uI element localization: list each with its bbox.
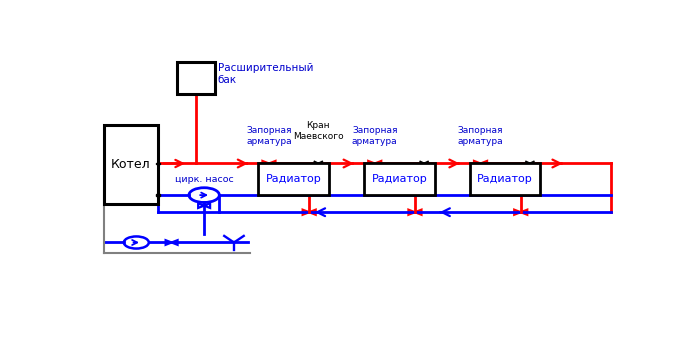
Bar (258, 163, 329, 195)
Text: Запорная
арматура: Запорная арматура (458, 126, 503, 146)
Bar (156, 162, 160, 165)
Text: Радиатор: Радиатор (477, 174, 533, 184)
Text: цирк. насос: цирк. насос (175, 175, 234, 184)
Text: Кран
Маевского: Кран Маевского (293, 121, 344, 141)
Bar (156, 194, 160, 196)
Bar (470, 163, 540, 195)
Text: Расширительный
бак: Расширительный бак (218, 63, 313, 85)
Text: Котел: Котел (111, 158, 150, 171)
Bar (104, 125, 158, 204)
Bar (177, 62, 215, 94)
Text: Запорная
арматура: Запорная арматура (352, 126, 398, 146)
Bar (364, 163, 435, 195)
Text: Радиатор: Радиатор (372, 174, 427, 184)
Text: Запорная
арматура: Запорная арматура (246, 126, 292, 146)
Text: Радиатор: Радиатор (266, 174, 321, 184)
